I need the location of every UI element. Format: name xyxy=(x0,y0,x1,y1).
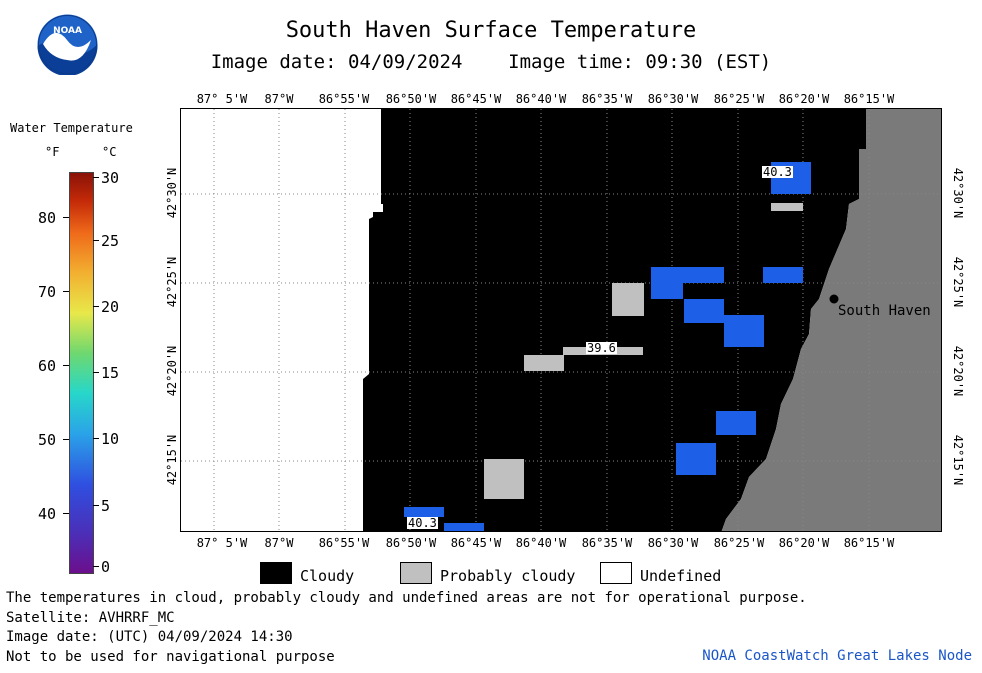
city-marker xyxy=(829,294,839,304)
lat-label-right: 42°20'N xyxy=(951,345,965,397)
tick-mark xyxy=(93,566,99,567)
lon-label-top: 86°55'W xyxy=(318,92,370,106)
point-value-label: 40.3 xyxy=(407,516,438,530)
fahrenheit-tick: 50 xyxy=(38,431,57,449)
tick-mark xyxy=(63,365,69,366)
disclaimer-text: The temperatures in cloud, probably clou… xyxy=(6,590,807,606)
lon-label-top: 86°35'W xyxy=(581,92,633,106)
noaa-logo: NOAA xyxy=(37,14,98,76)
celsius-tick: 10 xyxy=(101,430,120,448)
fahrenheit-tick: 60 xyxy=(38,357,57,375)
lat-label-right: 42°15'N xyxy=(951,434,965,486)
lon-label-bottom: 86°50'W xyxy=(385,536,437,550)
lon-label-top: 86°20'W xyxy=(778,92,830,106)
tick-mark xyxy=(63,217,69,218)
lon-label-bottom: 86°40'W xyxy=(515,536,567,550)
lon-label-bottom: 86°35'W xyxy=(581,536,633,550)
tick-mark xyxy=(93,306,99,307)
unit-fahrenheit: °F xyxy=(45,145,60,159)
celsius-tick: 15 xyxy=(101,364,120,382)
lon-label-top: 86°50'W xyxy=(385,92,437,106)
satellite-text: Satellite: AVHRRF_MC xyxy=(6,610,175,626)
legend-swatch-undefined xyxy=(600,562,632,584)
lon-label-bottom: 87°W xyxy=(264,536,294,550)
celsius-tick: 30 xyxy=(101,169,120,187)
lon-label-top: 87° 5'W xyxy=(196,92,248,106)
lon-label-bottom: 86°45'W xyxy=(450,536,502,550)
tick-mark xyxy=(93,505,99,506)
lat-label-right: 42°30'N xyxy=(951,167,965,219)
point-value-label: 39.6 xyxy=(586,341,617,355)
legend-label-probably-cloudy: Probably cloudy xyxy=(440,567,576,585)
tick-mark xyxy=(63,513,69,514)
tick-mark xyxy=(93,177,99,178)
lon-label-bottom: 86°15'W xyxy=(843,536,895,550)
fahrenheit-tick: 40 xyxy=(38,505,57,523)
celsius-tick: 0 xyxy=(101,558,111,576)
tick-mark xyxy=(63,291,69,292)
water-temperature-pixels xyxy=(404,162,811,531)
tick-mark xyxy=(93,240,99,241)
credit-text: NOAA CoastWatch Great Lakes Node xyxy=(702,648,972,664)
tick-mark xyxy=(93,438,99,439)
lat-label-right: 42°25'N xyxy=(951,256,965,308)
lon-label-top: 86°25'W xyxy=(713,92,765,106)
tick-mark xyxy=(93,372,99,373)
legend-label-undefined: Undefined xyxy=(640,567,722,585)
lat-label-left: 42°20'N xyxy=(165,345,179,397)
navigation-warning: Not to be used for navigational purpose xyxy=(6,649,335,665)
fahrenheit-tick: 70 xyxy=(38,283,57,301)
utc-date-text: Image date: (UTC) 04/09/2024 14:30 xyxy=(6,629,293,645)
colorbar-heading: Water Temperature xyxy=(10,121,133,135)
unit-celsius: °C xyxy=(102,145,117,159)
noaa-logo-text: NOAA xyxy=(53,26,82,36)
celsius-tick: 5 xyxy=(101,497,111,515)
graticule xyxy=(181,109,941,531)
celsius-tick: 25 xyxy=(101,232,120,250)
lon-label-bottom: 87° 5'W xyxy=(196,536,248,550)
lon-label-bottom: 86°55'W xyxy=(318,536,370,550)
probably-cloudy-patches xyxy=(484,203,803,499)
map-frame: 40.3 39.6 40.3 South Haven xyxy=(180,108,942,532)
tick-mark xyxy=(63,439,69,440)
point-value-label: 40.3 xyxy=(762,165,793,179)
image-date-time: Image date: 04/09/2024 Image time: 09:30… xyxy=(210,51,772,73)
temperature-colorbar xyxy=(69,172,94,574)
lon-label-top: 86°15'W xyxy=(843,92,895,106)
fahrenheit-tick: 80 xyxy=(38,209,57,227)
lon-label-top: 86°30'W xyxy=(647,92,699,106)
legend-swatch-probably-cloudy xyxy=(400,562,432,584)
lat-label-left: 42°25'N xyxy=(165,256,179,308)
celsius-tick: 20 xyxy=(101,298,120,316)
page-title: South Haven Surface Temperature xyxy=(285,18,697,43)
lon-label-top: 87°W xyxy=(264,92,294,106)
lat-label-left: 42°30'N xyxy=(165,167,179,219)
lon-label-top: 86°45'W xyxy=(450,92,502,106)
city-label: South Haven xyxy=(838,303,931,319)
legend-label-cloudy: Cloudy xyxy=(300,567,355,585)
lon-label-bottom: 86°25'W xyxy=(713,536,765,550)
lon-label-bottom: 86°30'W xyxy=(647,536,699,550)
map-canvas xyxy=(181,109,941,531)
lon-label-top: 86°40'W xyxy=(515,92,567,106)
lat-label-left: 42°15'N xyxy=(165,434,179,486)
land-area xyxy=(721,109,941,531)
legend-swatch-cloudy xyxy=(260,562,292,584)
lon-label-bottom: 86°20'W xyxy=(778,536,830,550)
